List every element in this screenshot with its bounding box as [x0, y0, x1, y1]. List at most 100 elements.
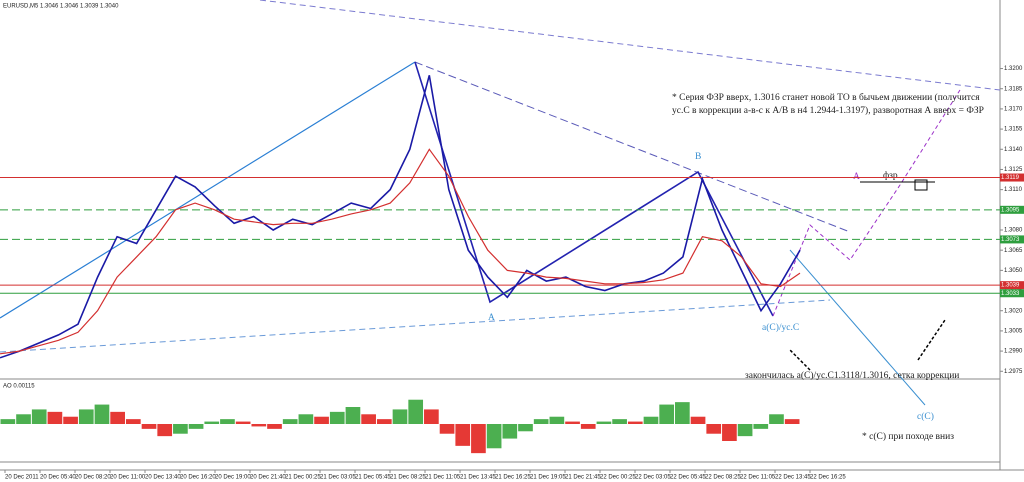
ao-bar	[612, 419, 627, 424]
x-tick-label: 22 Dec 11:05	[740, 475, 776, 481]
price-label: 1.3033	[1001, 291, 1020, 297]
ao-bar	[314, 416, 329, 424]
x-tick-label: 21 Dec 21:45	[565, 475, 601, 481]
y-tick-label: 1.3020	[1004, 308, 1023, 314]
ao-bar	[220, 419, 235, 424]
x-tick-label: 21 Dec 08:25	[390, 475, 426, 481]
x-tick-label: 21 Dec 13:45	[460, 475, 496, 481]
x-tick-label: 22 Dec 16:25	[810, 475, 846, 481]
x-tick-label: 20 Dec 21:40	[250, 475, 286, 481]
ao-bar	[549, 416, 565, 424]
ao-bar	[424, 409, 439, 424]
ao-bar	[533, 419, 549, 424]
price-label-box	[1000, 173, 1024, 182]
y-tick-label: 1.2975	[1004, 369, 1023, 375]
trend-line	[0, 61, 416, 319]
price-label: 1.3073	[1001, 237, 1020, 243]
annotation: * Серия ФЗР вверх, 1.3016 станет новой Т…	[672, 92, 980, 103]
price-label: 1.3095	[1001, 207, 1020, 213]
price-line	[0, 148, 801, 355]
ao-bar	[675, 402, 690, 424]
ao-bar	[94, 404, 110, 424]
ao-bar	[16, 414, 31, 424]
x-tick-label: 22 Dec 13:45	[775, 475, 811, 481]
y-tick-label: 1.3050	[1004, 268, 1023, 274]
ao-bar	[659, 404, 675, 424]
arrow	[917, 319, 946, 361]
ao-bar	[737, 424, 753, 437]
wave-label: фзр	[883, 170, 898, 181]
y-tick-label: 1.3155	[1004, 127, 1023, 133]
ao-bar	[298, 414, 314, 424]
ao-bar	[627, 421, 643, 424]
x-tick-label: 21 Dec 19:05	[530, 475, 566, 481]
y-tick-label: 1.3080	[1004, 228, 1023, 234]
price-label-box	[1000, 235, 1024, 244]
x-tick-label: 20 Dec 05:40	[40, 475, 76, 481]
ao-bar	[690, 416, 706, 424]
ao-bar	[47, 411, 63, 424]
ao-bar	[596, 421, 612, 424]
ao-bar	[518, 424, 533, 432]
x-tick-label: 22 Dec 03:05	[635, 475, 671, 481]
x-tick-label: 21 Dec 16:25	[495, 475, 531, 481]
ao-bar	[471, 424, 486, 454]
ao-bar	[580, 424, 596, 429]
ao-bar	[753, 424, 769, 429]
ao-bar	[408, 399, 424, 424]
chart-title: EURUSD,M5 1.3046 1.3046 1.3039 1.3040	[3, 4, 119, 10]
ao-bar	[706, 424, 722, 434]
x-tick-label: 20 Dec 08:20	[75, 475, 111, 481]
ao-bar	[439, 424, 455, 434]
x-tick-label: 20 Dec 19:00	[215, 475, 251, 481]
y-tick-label: 1.3200	[1004, 66, 1023, 72]
x-tick-label: 21 Dec 05:45	[355, 475, 391, 481]
x-tick-label: 20 Dec 11:00	[110, 475, 146, 481]
ao-bar	[157, 424, 173, 437]
price-label: 1.3119	[1001, 175, 1020, 181]
ao-bar	[282, 419, 298, 424]
price-label-box	[1000, 281, 1024, 290]
ao-bar	[455, 424, 471, 446]
x-tick-label: 22 Dec 08:25	[705, 475, 741, 481]
x-tick-label: 20 Dec 13:40	[145, 475, 181, 481]
marker-box	[914, 179, 928, 191]
price-label-box	[1000, 205, 1024, 214]
y-tick-label: 1.3110	[1004, 187, 1023, 193]
wave-label: a(C)/ус.С	[762, 322, 799, 333]
ao-bar	[31, 409, 47, 424]
wave-line	[414, 61, 774, 317]
annotation: закончилась а(С)/ус.С1.3118/1.3016, сетк…	[745, 370, 959, 381]
y-tick-label: 1.3005	[1004, 328, 1023, 334]
annotation: * c(C) при походе вниз	[862, 431, 954, 442]
ao-bar	[251, 424, 267, 427]
wave-label: c(C)	[917, 411, 934, 422]
ao-bar	[235, 421, 251, 424]
y-tick-label: 1.3125	[1004, 167, 1023, 173]
trend-line	[259, 0, 1001, 91]
ao-bar	[329, 411, 345, 424]
wave-label: B	[695, 152, 701, 162]
y-tick-label: 1.2990	[1004, 349, 1023, 355]
ao-bar	[565, 421, 580, 424]
ao-bar	[0, 419, 16, 424]
ao-label: AO 0.00115	[3, 384, 35, 390]
x-tick-label: 21 Dec 03:05	[320, 475, 356, 481]
x-tick-label: 22 Dec 00:25	[600, 475, 636, 481]
x-tick-label: 20 Dec 2011	[5, 475, 39, 481]
ao-bar	[188, 424, 204, 429]
ao-bar	[769, 414, 784, 424]
price-label-box	[1000, 289, 1024, 298]
ao-bar	[361, 414, 376, 424]
ao-bar	[784, 419, 800, 424]
ao-bar	[63, 416, 78, 424]
y-tick-label: 1.3140	[1004, 147, 1023, 153]
x-tick-label: 22 Dec 05:45	[670, 475, 706, 481]
annotation: ус.С в коррекции а-в-с к А/В в н4 1.2944…	[672, 105, 984, 116]
ao-bar	[392, 409, 408, 424]
price-label: 1.3039	[1001, 283, 1020, 289]
ao-bar	[110, 411, 125, 424]
x-tick-label: 21 Dec 00:25	[285, 475, 321, 481]
